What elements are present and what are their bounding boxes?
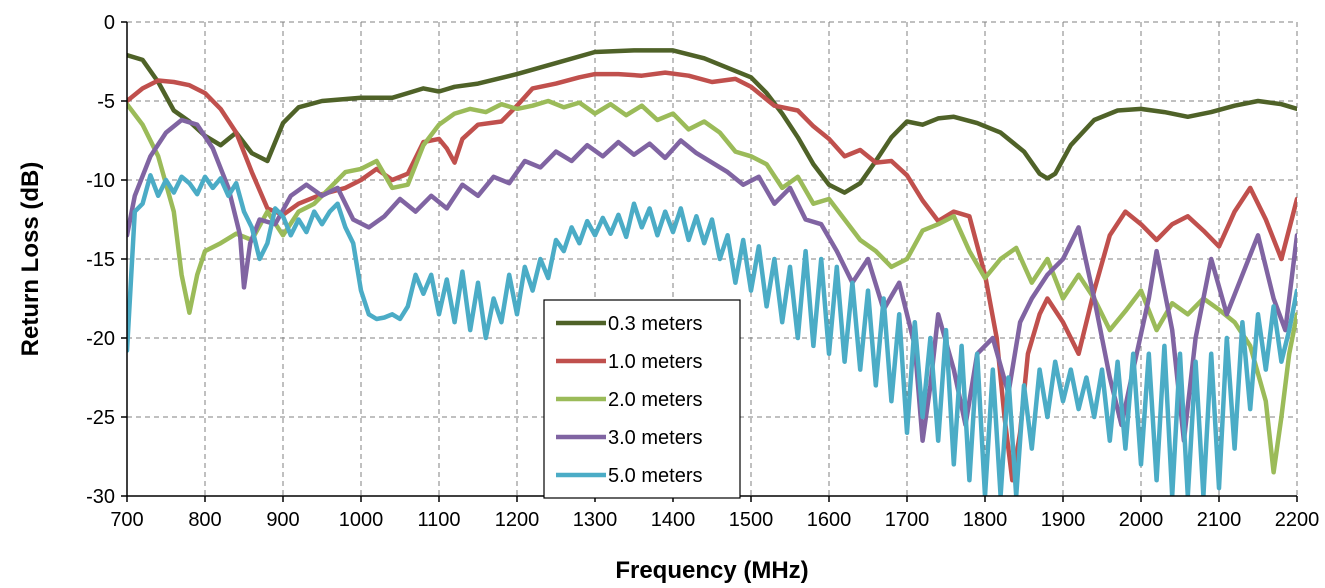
y-tick-label: -30 bbox=[86, 486, 115, 508]
legend-label: 0.3 meters bbox=[608, 313, 702, 335]
series-line-5-0-meters bbox=[127, 173, 1297, 496]
tick-labels: 700 800 900 1000 1100 1200 1300 1400 1500 1600 170… bbox=[86, 12, 1319, 531]
x-tick-label: 1400 bbox=[651, 509, 696, 531]
legend-label: 2.0 meters bbox=[608, 389, 702, 411]
y-tick-label: -15 bbox=[86, 249, 115, 271]
x-tick-label: 2100 bbox=[1197, 509, 1242, 531]
series-line-2-0-meters bbox=[127, 98, 1297, 475]
x-tick-label: 800 bbox=[188, 509, 221, 531]
x-tick-label: 1800 bbox=[963, 509, 1008, 531]
x-tick-label: 700 bbox=[110, 509, 143, 531]
x-tick-label: 1900 bbox=[1041, 509, 1086, 531]
legend: 0.3 meters 1.0 meters 2.0 meters 3.0 meters… bbox=[543, 299, 741, 499]
x-tick-label: 1600 bbox=[807, 509, 852, 531]
y-tick-label: -10 bbox=[86, 170, 115, 192]
x-tick-label: 1500 bbox=[729, 509, 774, 531]
series-line-0-3-meters bbox=[127, 48, 1297, 195]
x-tick-label: 1100 bbox=[417, 509, 460, 531]
x-tick-label: 2000 bbox=[1119, 509, 1164, 531]
x-tick-label: 1700 bbox=[885, 509, 930, 531]
y-tick-label: 0 bbox=[104, 12, 115, 34]
x-tick-label: 1200 bbox=[495, 509, 540, 531]
x-axis-title: Frequency (MHz) bbox=[615, 557, 808, 584]
series-lines bbox=[127, 48, 1297, 496]
legend-label: 3.0 meters bbox=[608, 427, 702, 449]
legend-label: 5.0 meters bbox=[608, 465, 702, 487]
y-tick-label: -25 bbox=[86, 407, 115, 429]
x-tick-label: 1000 bbox=[339, 509, 384, 531]
y-tick-label: -20 bbox=[86, 328, 115, 350]
legend-label: 1.0 meters bbox=[608, 351, 702, 373]
x-tick-label: 2200 bbox=[1275, 509, 1320, 531]
x-tick-label: 1300 bbox=[573, 509, 618, 531]
x-tick-label: 900 bbox=[266, 509, 299, 531]
y-tick-label: -5 bbox=[97, 91, 115, 113]
y-axis-title: Return Loss (dB) bbox=[17, 162, 44, 357]
